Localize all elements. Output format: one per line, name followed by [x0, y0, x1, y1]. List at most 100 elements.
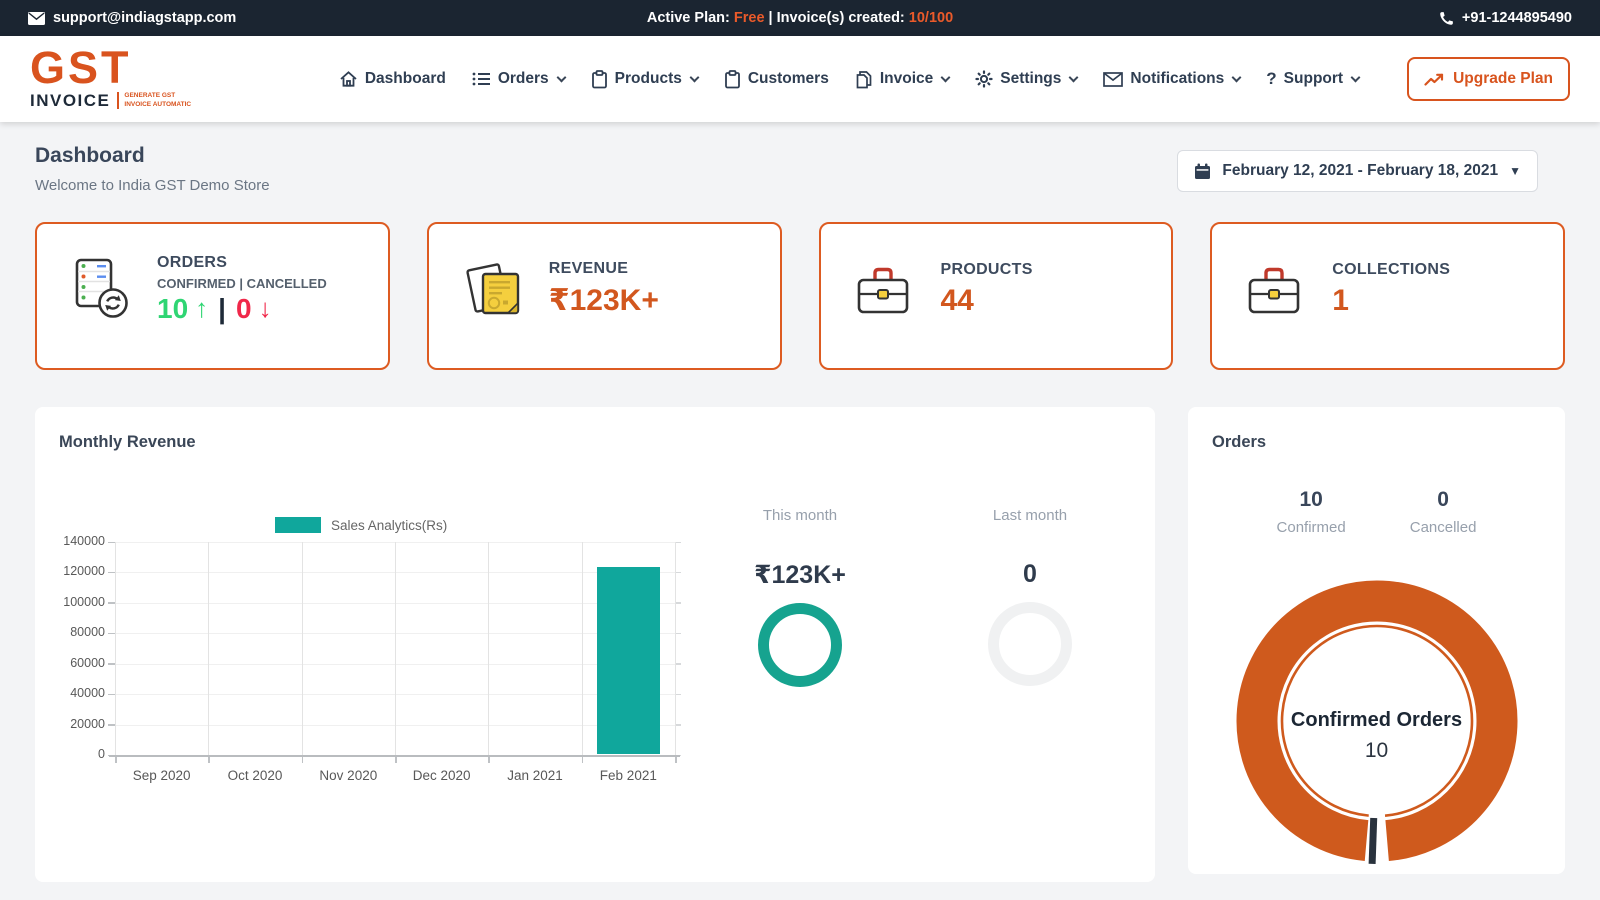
y-tick: [675, 693, 681, 696]
y-axis-label: 40000: [70, 686, 105, 701]
x-axis-line: [109, 755, 680, 757]
this-month-block: This month ₹123K+: [685, 507, 915, 687]
invoice-notes-icon: [459, 257, 525, 321]
nav-item-products[interactable]: Products: [591, 69, 700, 89]
orders-counts: 10 ↑ | 0 ↓: [157, 293, 327, 325]
home-icon: [339, 70, 358, 88]
donut-confirmed-arc: [1236, 580, 1517, 862]
topbar-phone[interactable]: +91-1244895490: [1439, 10, 1572, 26]
nav-item-notifications[interactable]: Notifications: [1103, 70, 1242, 88]
stat-card-products[interactable]: PRODUCTS 44: [818, 222, 1174, 370]
cancelled-stat: 0 Cancelled: [1410, 488, 1477, 536]
donut-cancelled-sliver: [1368, 817, 1377, 865]
v-gridline: [395, 542, 396, 755]
x-tick: [675, 757, 677, 763]
invoices-value: 10/100: [908, 10, 954, 26]
email-icon: [28, 11, 45, 25]
date-range-picker[interactable]: February 12, 2021 - February 18, 2021 ▼: [1177, 150, 1538, 192]
logo-invoice-text: INVOICE: [30, 90, 111, 110]
monthly-revenue-panel: Monthly Revenue Sales Analytics(Rs) 0 200…: [35, 407, 1155, 882]
legend-label: Sales Analytics(Rs): [331, 517, 448, 533]
v-gridline: [115, 542, 116, 755]
page-header: Dashboard Welcome to India GST Demo Stor…: [0, 122, 1600, 194]
x-tick: [301, 757, 304, 763]
y-axis-label: 60000: [70, 655, 105, 670]
invoices-label: | Invoice(s) created:: [768, 10, 905, 26]
x-tick: [581, 757, 584, 763]
trending-up-icon: [1424, 73, 1444, 86]
phone-icon: [1439, 11, 1454, 26]
nav-item-support[interactable]: ? Support: [1266, 69, 1361, 89]
nav-item-dashboard[interactable]: Dashboard: [339, 70, 446, 88]
clipboard-icon: [591, 69, 608, 89]
main-nav: GST INVOICE Generate GST Invoice Automat…: [0, 36, 1600, 122]
x-axis-label: Oct 2020: [227, 768, 283, 783]
confirmed-count: 10: [157, 292, 189, 324]
last-month-value: 0: [1023, 560, 1037, 588]
stat-title: ORDERS: [157, 253, 228, 271]
chevron-down-icon: [556, 72, 567, 82]
y-tick: [675, 724, 681, 726]
v-gridline: [488, 542, 490, 755]
chevron-down-icon: [689, 72, 700, 82]
this-month-value: ₹123K+: [754, 561, 846, 589]
this-month-label: This month: [762, 507, 838, 524]
nav-item-customers[interactable]: Customers: [724, 69, 829, 89]
calendar-icon: [1194, 163, 1211, 180]
stat-value: ₹123K+: [548, 284, 659, 317]
orders-donut-chart: Confirmed Orders 10: [1227, 571, 1527, 871]
chart-legend: Sales Analytics(Rs): [275, 517, 447, 533]
stat-card-revenue[interactable]: REVENUE ₹123K+: [426, 222, 782, 370]
confirmed-stat: 10 Confirmed: [1277, 488, 1346, 536]
app-logo[interactable]: GST INVOICE Generate GST Invoice Automat…: [30, 42, 245, 110]
revenue-bar: [596, 566, 661, 754]
orders-panel: Orders 10 Confirmed 0 Cancelled Confirme…: [1188, 407, 1565, 874]
x-tick: [488, 757, 490, 763]
plan-value: Free: [733, 10, 765, 26]
stat-card-collections[interactable]: COLLECTIONS 1: [1210, 222, 1565, 370]
envelope-icon: [1103, 71, 1124, 87]
gear-icon: [975, 70, 993, 88]
nav-item-invoice[interactable]: Invoice: [855, 70, 951, 89]
cancelled-number: 0: [1437, 488, 1449, 511]
chevron-down-icon: [1231, 72, 1242, 82]
chevron-down-icon: [1068, 72, 1079, 82]
chevron-down-icon: [940, 72, 951, 82]
y-tick: [675, 663, 681, 665]
month-comparison: This month ₹123K+ Last month 0: [685, 507, 1145, 687]
y-tick: [675, 632, 681, 635]
upgrade-plan-button[interactable]: Upgrade Plan: [1407, 57, 1570, 101]
nav-item-settings[interactable]: Settings: [975, 70, 1079, 88]
x-axis-label: Nov 2020: [319, 768, 378, 783]
topbar-email[interactable]: support@indiagstapp.com: [28, 10, 236, 26]
briefcase-icon: [1242, 257, 1308, 321]
arrow-up-icon: ↑: [195, 293, 209, 323]
list-icon: [472, 71, 491, 87]
y-axis-label: 80000: [70, 625, 105, 640]
legend-swatch: [275, 517, 321, 533]
nav-item-orders[interactable]: Orders: [472, 70, 567, 88]
x-axis-label: Sep 2020: [132, 768, 191, 783]
date-range-text: February 12, 2021 - February 18, 2021: [1222, 162, 1499, 179]
y-tick: [108, 571, 115, 574]
last-month-block: Last month 0: [915, 507, 1145, 687]
x-tick: [395, 757, 397, 763]
last-month-ring: [988, 602, 1072, 686]
stat-card-orders[interactable]: ORDERS CONFIRMED | CANCELLED 10 ↑ | 0 ↓: [35, 222, 390, 370]
main-content: Monthly Revenue Sales Analytics(Rs) 0 200…: [35, 407, 1565, 882]
y-tick: [108, 724, 115, 726]
this-month-ring: [758, 603, 842, 687]
stat-title: COLLECTIONS: [1332, 260, 1451, 278]
donut-center-label: Confirmed Orders: [1290, 709, 1463, 731]
page-title: Dashboard: [35, 144, 145, 167]
y-tick: [675, 602, 681, 604]
orders-refresh-icon: [67, 257, 133, 321]
topbar: support@indiagstapp.com Active Plan: Fre…: [0, 0, 1600, 36]
x-tick: [208, 757, 210, 763]
y-axis-label: 20000: [70, 716, 105, 731]
x-axis-label: Dec 2020: [412, 768, 471, 783]
pages-icon: [855, 70, 873, 89]
logo-tagline: Generate GST Invoice Automatic: [117, 91, 191, 110]
stat-subtitle: CONFIRMED | CANCELLED: [157, 275, 327, 291]
logo-gst-text: GST: [30, 42, 132, 94]
